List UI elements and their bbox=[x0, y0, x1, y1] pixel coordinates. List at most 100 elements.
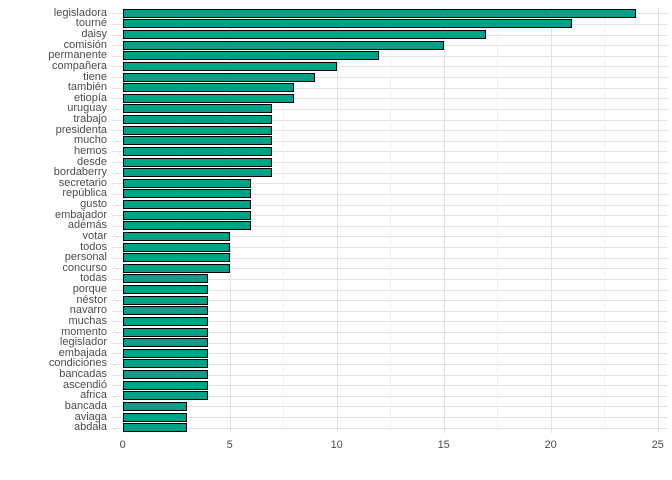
category-label: uruguay bbox=[67, 102, 107, 115]
x-major-gridline bbox=[336, 8, 338, 433]
bar bbox=[122, 115, 273, 125]
bar bbox=[122, 210, 252, 220]
category-label: concurso bbox=[62, 261, 107, 274]
bar bbox=[122, 423, 187, 433]
x-axis: 0 5 10 15 20 25 bbox=[112, 438, 668, 452]
y-gridline bbox=[112, 183, 668, 185]
x-major-gridline bbox=[122, 8, 124, 433]
category-label: aviaga bbox=[74, 410, 107, 423]
y-gridline bbox=[112, 332, 668, 334]
x-minor-gridline bbox=[604, 8, 606, 433]
category-label: además bbox=[67, 219, 107, 232]
y-gridline bbox=[112, 108, 668, 110]
bar bbox=[122, 242, 230, 252]
y-gridline bbox=[112, 55, 668, 57]
category-label: navarro bbox=[69, 304, 107, 317]
bar bbox=[122, 231, 230, 241]
y-gridline bbox=[112, 406, 668, 408]
bar bbox=[122, 221, 252, 231]
bar bbox=[122, 168, 273, 178]
category-label: bancadas bbox=[59, 368, 107, 381]
y-gridline bbox=[112, 119, 668, 121]
y-gridline bbox=[112, 417, 668, 419]
category-label: trabajo bbox=[73, 113, 107, 126]
y-gridline bbox=[112, 374, 668, 376]
category-label: presidenta bbox=[55, 123, 107, 136]
bar bbox=[122, 83, 294, 93]
bar bbox=[122, 401, 187, 411]
bar bbox=[122, 136, 273, 146]
y-gridline bbox=[112, 140, 668, 142]
category-label: ascendió bbox=[62, 378, 107, 391]
bar bbox=[122, 338, 209, 348]
category-label: daisy bbox=[81, 28, 107, 41]
category-label: momento bbox=[61, 325, 107, 338]
y-gridline bbox=[112, 215, 668, 217]
bar bbox=[122, 19, 573, 29]
x-tick-label: 10 bbox=[330, 439, 343, 451]
category-label: personal bbox=[64, 251, 107, 264]
bar bbox=[122, 200, 252, 210]
y-gridline bbox=[112, 162, 668, 164]
category-label: permanente bbox=[48, 49, 107, 62]
category-label: néstor bbox=[76, 293, 107, 306]
category-label: etiopía bbox=[73, 91, 107, 104]
y-gridline bbox=[112, 77, 668, 79]
bar bbox=[122, 316, 209, 326]
category-label: secretario bbox=[58, 176, 107, 189]
y-gridline bbox=[112, 342, 668, 344]
x-major-gridline bbox=[657, 8, 659, 433]
y-gridline bbox=[112, 427, 668, 429]
bar bbox=[122, 370, 209, 380]
bar bbox=[122, 146, 273, 156]
y-gridline bbox=[112, 204, 668, 206]
category-label: compañera bbox=[51, 59, 107, 72]
category-label: todas bbox=[80, 272, 107, 285]
y-gridline bbox=[112, 310, 668, 312]
bar bbox=[122, 178, 252, 188]
bar bbox=[122, 380, 209, 390]
x-tick-label: 20 bbox=[544, 439, 557, 451]
y-gridline bbox=[112, 385, 668, 387]
bar bbox=[122, 253, 230, 263]
category-label: abdala bbox=[73, 421, 107, 434]
bar bbox=[122, 348, 209, 358]
bar bbox=[122, 104, 273, 114]
x-minor-gridline bbox=[283, 8, 285, 433]
y-gridline bbox=[112, 321, 668, 323]
category-label: gusto bbox=[80, 198, 107, 211]
bar bbox=[122, 295, 209, 305]
bar bbox=[122, 412, 187, 422]
x-tick-label: 25 bbox=[651, 439, 664, 451]
bar bbox=[122, 359, 209, 369]
y-gridline bbox=[112, 130, 668, 132]
bar bbox=[122, 40, 444, 50]
bar bbox=[122, 51, 380, 61]
bar bbox=[122, 72, 316, 82]
category-label: legisladora bbox=[53, 6, 107, 19]
y-gridline bbox=[112, 66, 668, 68]
category-label: legislador bbox=[59, 336, 107, 349]
bar bbox=[122, 61, 337, 71]
category-label: también bbox=[67, 81, 107, 94]
category-label: embajador bbox=[55, 208, 107, 221]
x-tick-label: 5 bbox=[226, 439, 233, 451]
category-label: embajada bbox=[58, 346, 107, 359]
y-gridline bbox=[112, 363, 668, 365]
x-tick-label: 15 bbox=[437, 439, 450, 451]
bar bbox=[122, 8, 637, 18]
category-label: porque bbox=[72, 283, 107, 296]
y-gridline bbox=[112, 278, 668, 280]
y-gridline bbox=[112, 300, 668, 302]
y-gridline bbox=[112, 193, 668, 195]
category-label: bordaberry bbox=[53, 166, 107, 179]
bar bbox=[122, 125, 273, 135]
bar bbox=[122, 93, 294, 103]
category-label: mucho bbox=[73, 134, 107, 147]
x-major-gridline bbox=[550, 8, 552, 433]
y-gridline bbox=[112, 225, 668, 227]
category-label: tourné bbox=[75, 17, 107, 30]
category-label: condiciones bbox=[48, 357, 107, 370]
bar bbox=[122, 327, 209, 337]
